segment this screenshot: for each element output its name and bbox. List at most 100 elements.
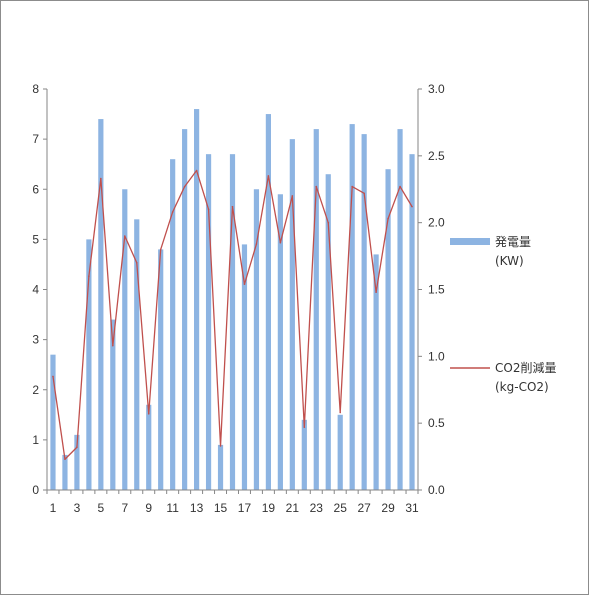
x-tick-label: 19 [262,501,276,515]
bar-day-19 [265,114,271,490]
bar-day-13 [194,109,200,491]
co2-point-day-3 [76,446,78,449]
x-tick-label: 15 [214,501,228,515]
co2-point-day-12 [183,185,186,188]
left-tick-label: 5 [32,232,39,246]
co2-point-day-24 [327,221,330,224]
x-tick-label: 23 [310,501,324,515]
left-tick-label: 0 [32,483,39,497]
bar-day-24 [325,174,331,490]
co2-point-day-7 [123,235,126,237]
co2-point-day-30 [399,185,401,188]
co2-point-day-25 [339,411,342,414]
co2-point-day-17 [243,283,246,285]
bar-day-22 [301,419,307,490]
co2-point-day-1 [52,375,54,378]
bar-day-21 [289,139,295,491]
co2-point-day-6 [112,344,114,347]
bar-day-15 [217,444,224,490]
co2-point-day-22 [303,426,306,428]
bar-day-18 [253,189,260,490]
co2-point-day-5 [100,177,102,180]
bar-day-10 [158,249,164,490]
co2-point-day-20 [279,241,282,244]
x-tick-label: 3 [74,501,81,515]
x-axis-ticks: 1 3 5 7 9 11 13 15 17 19 21 23 25 27 29 31 [46,490,419,515]
bar-day-1 [50,354,56,490]
x-tick-label: 11 [166,501,179,515]
legend: 発電量 (KW) CO2削減量 (kg-CO2) [450,235,556,394]
x-tick-label: 5 [98,501,105,515]
bar-day-20 [277,194,283,490]
x-tick-label: 31 [405,501,419,515]
bar-series-power [50,109,415,491]
co2-point-day-29 [387,217,389,220]
co2-point-day-27 [363,192,365,195]
x-tick-label: 7 [121,501,128,515]
bar-day-3 [74,434,80,490]
legend-label-co2: CO2削減量 [495,360,556,375]
co2-point-day-16 [231,205,234,208]
right-tick-label: 0.5 [428,416,445,430]
x-tick-label: 25 [334,501,348,515]
co2-point-day-10 [159,248,162,251]
right-tick-label: 0.0 [428,483,445,497]
legend-unit-power: (KW) [495,254,524,268]
left-tick-label: 1 [32,433,39,447]
bar-day-25 [337,414,343,490]
left-tick-label: 2 [32,383,39,397]
bar-day-26 [349,124,355,490]
co2-point-day-11 [171,211,174,213]
co2-point-day-23 [315,185,318,188]
bar-day-16 [229,154,236,490]
left-tick-label: 4 [32,283,39,297]
bar-day-27 [361,134,367,491]
co2-point-day-19 [267,175,270,177]
co2-point-day-14 [207,208,210,211]
bar-day-17 [241,244,248,490]
legend-unit-co2: (kg-CO2) [495,380,549,394]
bar-day-23 [313,129,319,490]
left-tick-label: 3 [32,333,39,347]
bar-day-14 [205,154,212,490]
right-tick-label: 1.0 [428,349,445,363]
x-tick-label: 27 [357,501,371,515]
x-tick-label: 17 [238,501,252,515]
left-axis-ticks: 0 1 2 3 4 5 6 7 8 [32,82,47,497]
co2-point-day-4 [88,275,90,277]
right-axis-ticks: 0.0 0.5 1.0 1.5 2.0 2.5 3.0 [418,82,445,497]
co2-point-day-26 [351,185,353,188]
bar-day-29 [385,169,391,490]
legend-label-power: 発電量 [495,235,531,249]
bar-day-11 [170,159,176,490]
co2-point-day-31 [411,205,413,208]
right-tick-label: 1.5 [428,283,445,297]
left-tick-label: 8 [32,82,39,96]
co2-point-day-18 [255,243,258,245]
left-tick-label: 7 [32,132,39,146]
legend-swatch-power [450,238,490,245]
x-tick-label: 9 [145,501,152,515]
bar-day-28 [373,254,379,490]
left-tick-label: 6 [32,182,39,196]
co2-point-day-9 [147,413,150,415]
co2-point-day-2 [64,458,66,461]
co2-point-day-28 [375,291,377,293]
co2-point-day-15 [219,445,222,447]
x-tick-label: 21 [286,501,300,515]
right-tick-label: 3.0 [428,82,445,96]
bar-day-12 [182,129,188,490]
bar-day-5 [98,119,104,490]
x-tick-label: 1 [50,501,57,515]
right-tick-label: 2.0 [428,216,445,230]
co2-point-day-21 [291,195,294,197]
co2-point-day-13 [195,169,198,172]
x-tick-label: 13 [190,501,204,515]
bar-day-4 [86,239,92,491]
x-tick-label: 29 [381,501,395,515]
bar-day-2 [62,454,68,490]
bar-day-6 [110,319,116,490]
co2-point-day-8 [135,261,138,264]
